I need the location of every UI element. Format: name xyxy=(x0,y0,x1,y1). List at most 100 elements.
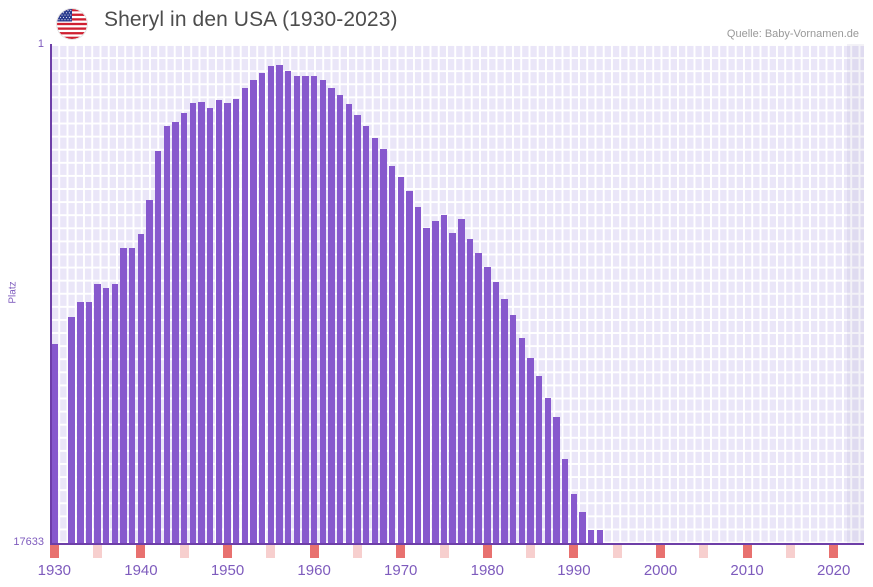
page-title: Sheryl in den USA (1930-2023) xyxy=(104,8,398,31)
chart-bar xyxy=(258,73,266,544)
chart-bar xyxy=(215,100,223,544)
x-axis-tick-label: 1980 xyxy=(470,562,504,579)
chart-bar xyxy=(484,267,491,544)
chart-bar xyxy=(354,115,361,544)
chart-bar xyxy=(68,317,75,544)
x-axis-tick-label: 1930 xyxy=(37,562,72,579)
chart-bar xyxy=(284,71,292,544)
chart-bar xyxy=(570,494,578,544)
chart-bar xyxy=(198,102,205,544)
x-axis-tick-label: 2010 xyxy=(730,562,764,579)
chart-bar xyxy=(562,459,569,544)
x-axis-tick-label: 1950 xyxy=(210,562,245,579)
chart-bar xyxy=(518,338,526,544)
chart-bar xyxy=(120,248,127,544)
chart-bar xyxy=(137,234,145,544)
chart-bar xyxy=(77,302,84,544)
chart-bar xyxy=(155,151,162,544)
source-attribution: Quelle: Baby-Vornamen.de xyxy=(726,28,859,40)
x-axis-tick-label: 2020 xyxy=(817,562,851,579)
chart-bar xyxy=(501,299,508,544)
chart-bar xyxy=(319,80,326,544)
x-axis-tick-major xyxy=(49,545,59,558)
chart-bar xyxy=(449,233,456,544)
chart-bar xyxy=(103,288,110,544)
y-axis-tick-bottom: 17633 xyxy=(13,536,44,548)
chart-bar xyxy=(579,512,586,544)
chart-bar xyxy=(276,65,283,544)
chart-bar xyxy=(181,113,188,544)
chart-bar xyxy=(328,88,335,544)
chart-bar xyxy=(293,76,300,544)
chart-bar xyxy=(397,177,404,544)
chart-bar xyxy=(544,398,552,544)
chart-bar xyxy=(362,126,370,544)
x-axis-tick-major xyxy=(569,545,579,558)
chart-plot-area xyxy=(50,44,864,544)
chart-bar xyxy=(371,138,378,544)
x-axis-tick-minor xyxy=(785,545,795,558)
chart-bar xyxy=(172,122,179,544)
x-axis-tick-minor xyxy=(352,545,362,558)
chart-bar xyxy=(224,103,231,544)
x-axis-tick-minor xyxy=(179,545,189,558)
chart-bar xyxy=(492,282,500,544)
y-axis-tick-top: 1 xyxy=(37,38,44,50)
chart-bar xyxy=(232,99,240,544)
chart-bar xyxy=(432,221,439,544)
x-axis-tick-major xyxy=(829,545,839,558)
chart-bar xyxy=(163,126,171,544)
x-axis-ticks: 1930 1940 1950 1960 1970 1980 1990 2000 2010 2020 xyxy=(38,545,864,587)
x-axis-tick-minor xyxy=(699,545,709,558)
chart-bar xyxy=(51,344,58,544)
chart-bar xyxy=(406,191,413,544)
y-axis-line xyxy=(50,44,52,544)
chart-bar xyxy=(423,228,430,544)
x-axis-tick-major xyxy=(742,545,752,558)
chart-bar xyxy=(466,239,474,544)
x-axis-tick-label: 1960 xyxy=(297,562,331,579)
chart-bar xyxy=(440,215,448,544)
chart-bar xyxy=(310,76,318,544)
x-axis-tick-major xyxy=(482,545,492,558)
chart-bar xyxy=(241,88,249,544)
chart-bar xyxy=(345,104,352,544)
chart-bar xyxy=(510,315,517,544)
chart-bar xyxy=(267,66,275,544)
chart-bar xyxy=(388,166,396,544)
chart-bar xyxy=(475,253,482,544)
chart-bar xyxy=(414,207,422,544)
x-axis-tick-minor xyxy=(439,545,449,558)
x-axis-tick-major xyxy=(656,545,665,558)
chart-bar xyxy=(336,95,344,544)
x-axis-tick-major xyxy=(309,545,319,558)
y-axis-title: Platz xyxy=(7,281,19,304)
chart-bar xyxy=(553,417,560,544)
x-axis-tick-minor xyxy=(266,545,276,558)
chart-bar xyxy=(536,376,543,544)
us-flag-icon xyxy=(57,9,87,39)
chart-bar xyxy=(94,284,101,544)
x-axis-tick-label: 1990 xyxy=(557,562,591,579)
chart-bar xyxy=(458,219,465,544)
x-axis-line xyxy=(50,543,864,545)
chart-bar xyxy=(250,80,257,544)
chart-bar xyxy=(206,108,214,544)
chart-bar xyxy=(85,302,93,544)
chart-bar xyxy=(129,248,136,544)
chart-bar xyxy=(111,284,119,544)
x-axis-tick-label: 2000 xyxy=(643,562,678,579)
x-axis-tick-major xyxy=(396,545,406,558)
chart-bar xyxy=(189,103,197,544)
chart-header: Sheryl in den USA (1930-2023) Quelle: Ba… xyxy=(0,0,873,44)
x-axis-tick-minor xyxy=(612,545,622,558)
chart-bar xyxy=(302,76,309,544)
chart-bar xyxy=(380,149,387,544)
x-axis-tick-major xyxy=(223,545,233,558)
chart-bars xyxy=(50,44,864,544)
x-axis-tick-minor xyxy=(93,545,103,558)
chart-bar xyxy=(588,530,595,544)
x-axis-tick-label: 1940 xyxy=(124,562,158,579)
x-axis-tick-minor xyxy=(526,545,536,558)
chart-bar xyxy=(146,200,153,544)
